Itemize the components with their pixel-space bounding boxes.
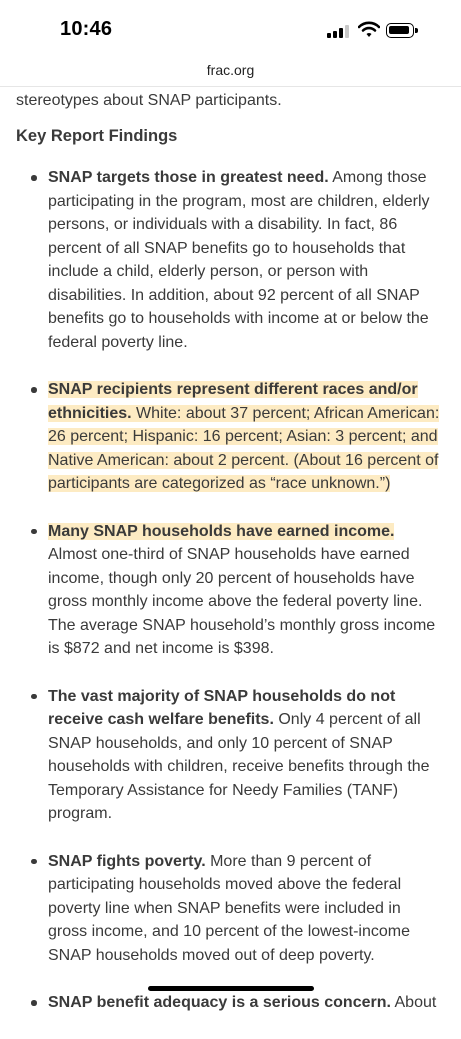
- finding-item: SNAP recipients represent different race…: [0, 378, 461, 496]
- highlighted-text: SNAP recipients represent different race…: [48, 381, 440, 493]
- finding-item: Many SNAP households have earned income.…: [0, 520, 461, 661]
- finding-title: SNAP targets those in greatest need.: [48, 169, 329, 186]
- finding-item: SNAP targets those in greatest need. Amo…: [0, 166, 461, 354]
- finding-text: White: about 37 percent; African America…: [48, 404, 440, 493]
- finding-text: Almost one-third of SNAP households have…: [48, 546, 436, 657]
- finding-text: More than 9 percent of participating hou…: [48, 852, 410, 964]
- findings-list: SNAP targets those in greatest need. Amo…: [0, 166, 461, 1039]
- finding-title: SNAP fights poverty.: [48, 852, 206, 870]
- finding-text: Only 4 percent of all SNAP households, a…: [48, 711, 430, 822]
- finding-text: About: [390, 994, 437, 1011]
- finding-item: SNAP fights poverty. More than 9 percent…: [0, 850, 461, 968]
- cellular-signal-icon: [327, 25, 349, 38]
- browser-address-bar[interactable]: frac.org: [0, 56, 461, 87]
- home-indicator[interactable]: [148, 986, 314, 991]
- intro-paragraph-tail: stereotypes about SNAP participants.: [16, 92, 282, 109]
- finding-text: Among those participating in the program…: [48, 169, 430, 351]
- status-bar: 10:46: [0, 0, 461, 56]
- finding-title: The vast majority of SNAP households do …: [48, 687, 396, 729]
- finding-title: Many SNAP households have earned income.: [48, 522, 395, 540]
- site-domain[interactable]: frac.org: [206, 62, 255, 78]
- finding-title: SNAP benefit adequacy is a serious conce…: [48, 994, 391, 1011]
- battery-icon: [386, 23, 418, 38]
- wifi-icon: [358, 21, 380, 37]
- finding-title: SNAP recipients represent different race…: [48, 381, 418, 422]
- section-heading: Key Report Findings: [16, 127, 178, 145]
- finding-item: The vast majority of SNAP households do …: [0, 685, 461, 826]
- status-time: 10:46: [60, 18, 113, 40]
- finding-item: SNAP benefit adequacy is a serious conce…: [0, 991, 461, 1015]
